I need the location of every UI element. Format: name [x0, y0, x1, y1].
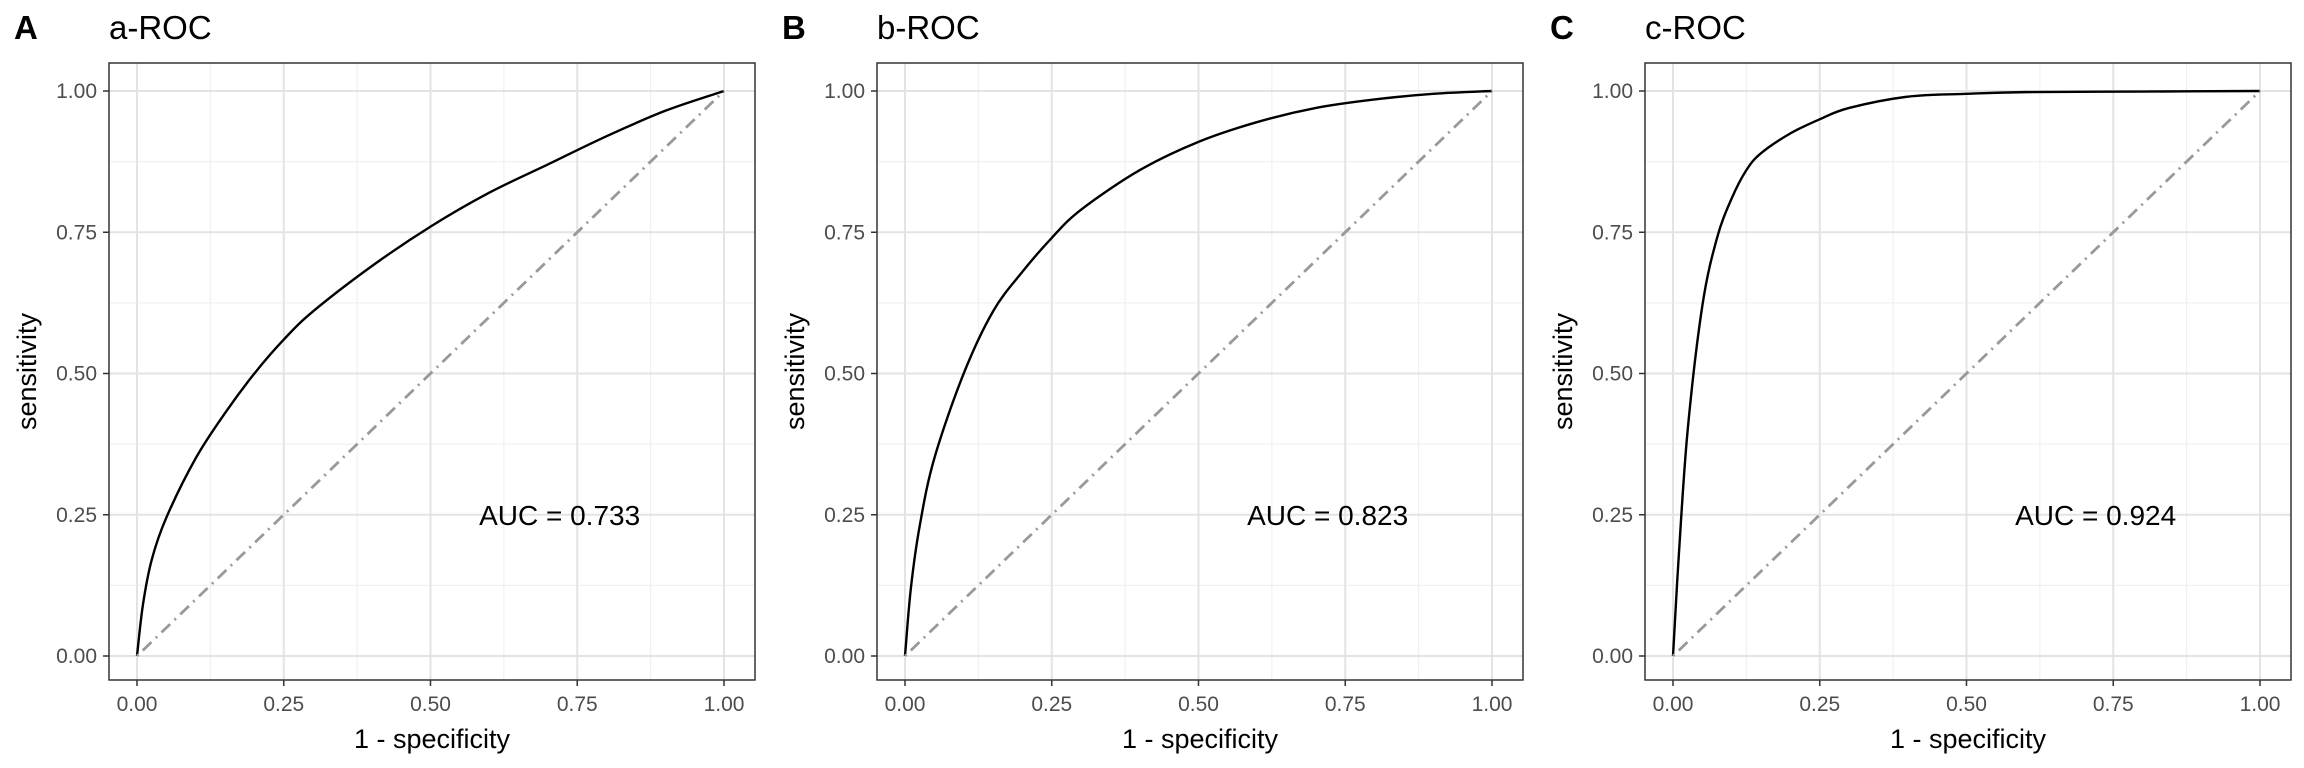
panel-letter: C	[1550, 9, 1574, 46]
x-tick-label: 0.75	[557, 693, 598, 716]
x-tick-label: 0.75	[2093, 693, 2134, 716]
x-tick-label: 0.25	[1031, 693, 1072, 716]
panel-title: a-ROC	[109, 9, 212, 46]
x-axis-title: 1 - specificity	[1890, 724, 2047, 754]
roc-plot: 0.00 0.25 0.50 0.75 1.00 0.00 0.25 0.50 0.75 1.00…	[12, 62, 756, 754]
x-tick-label: 1.00	[1472, 693, 1513, 716]
x-tick-label: 0.00	[1653, 693, 1694, 716]
y-tick-label: 0.75	[56, 221, 97, 244]
plot-border	[876, 62, 1524, 681]
panel-letter: A	[14, 9, 38, 46]
roc-plot: 0.00 0.25 0.50 0.75 1.00 0.00 0.25 0.50 0.75 1.00…	[780, 62, 1524, 754]
x-tick-label: 1.00	[704, 693, 745, 716]
y-tick-label: 0.75	[1592, 221, 1633, 244]
x-tick-label: 0.00	[885, 693, 926, 716]
roc-curve	[1671, 89, 2261, 657]
y-tick-label: 0.25	[56, 504, 97, 527]
y-tick-label: 0.00	[56, 645, 97, 668]
y-tick-label: 1.00	[824, 80, 865, 103]
plot-border	[1644, 62, 2292, 681]
panel-letter: B	[782, 9, 806, 46]
x-tick-label: 0.00	[117, 693, 158, 716]
roc-plot: 0.00 0.25 0.50 0.75 1.00 0.00 0.25 0.50 0.75 1.00…	[1548, 62, 2292, 754]
panel-title: c-ROC	[1645, 9, 1746, 46]
y-tick-label: 0.50	[1592, 363, 1633, 386]
y-tick-label: 0.25	[824, 504, 865, 527]
diagonal-reference-line	[1672, 89, 2261, 658]
panel-title: b-ROC	[877, 9, 980, 46]
y-tick-label: 1.00	[1592, 80, 1633, 103]
x-tick-label: 1.00	[2240, 693, 2281, 716]
x-tick-label: 0.75	[1325, 693, 1366, 716]
panel-a: A a-ROC 0.00 0.25 0.50 0.75 1.00 0.00 0.25 0.50…	[0, 0, 768, 768]
y-tick-label: 0.25	[1592, 504, 1633, 527]
auc-annotation: AUC = 0.733	[479, 500, 640, 531]
y-tick-label: 0.50	[824, 363, 865, 386]
x-tick-label: 0.25	[1799, 693, 1840, 716]
x-tick-label: 0.50	[1178, 693, 1219, 716]
x-tick-label: 0.50	[410, 693, 451, 716]
x-axis-title: 1 - specificity	[1122, 724, 1279, 754]
x-tick-label: 0.50	[1946, 693, 1987, 716]
auc-annotation: AUC = 0.924	[2015, 500, 2176, 531]
panel-c: C c-ROC 0.00 0.25 0.50 0.75 1.00 0.00 0.25 0.50…	[1536, 0, 2304, 768]
y-tick-label: 0.00	[824, 645, 865, 668]
roc-curve	[135, 89, 725, 657]
y-tick-label: 1.00	[56, 80, 97, 103]
plot-border	[108, 62, 756, 681]
panel-b: B b-ROC 0.00 0.25 0.50 0.75 1.00 0.00 0.25 0.50…	[768, 0, 1536, 768]
auc-annotation: AUC = 0.823	[1247, 500, 1408, 531]
x-axis-title: 1 - specificity	[354, 724, 511, 754]
y-tick-label: 0.50	[56, 363, 97, 386]
y-tick-label: 0.75	[824, 221, 865, 244]
diagonal-reference-line	[904, 89, 1493, 658]
y-tick-label: 0.00	[1592, 645, 1633, 668]
x-tick-label: 0.25	[263, 693, 304, 716]
y-axis-title: sensitivity	[12, 312, 42, 430]
roc-curve	[903, 89, 1493, 657]
diagonal-reference-line	[136, 89, 725, 658]
y-axis-title: sensitivity	[1548, 312, 1578, 430]
y-axis-title: sensitivity	[780, 312, 810, 430]
